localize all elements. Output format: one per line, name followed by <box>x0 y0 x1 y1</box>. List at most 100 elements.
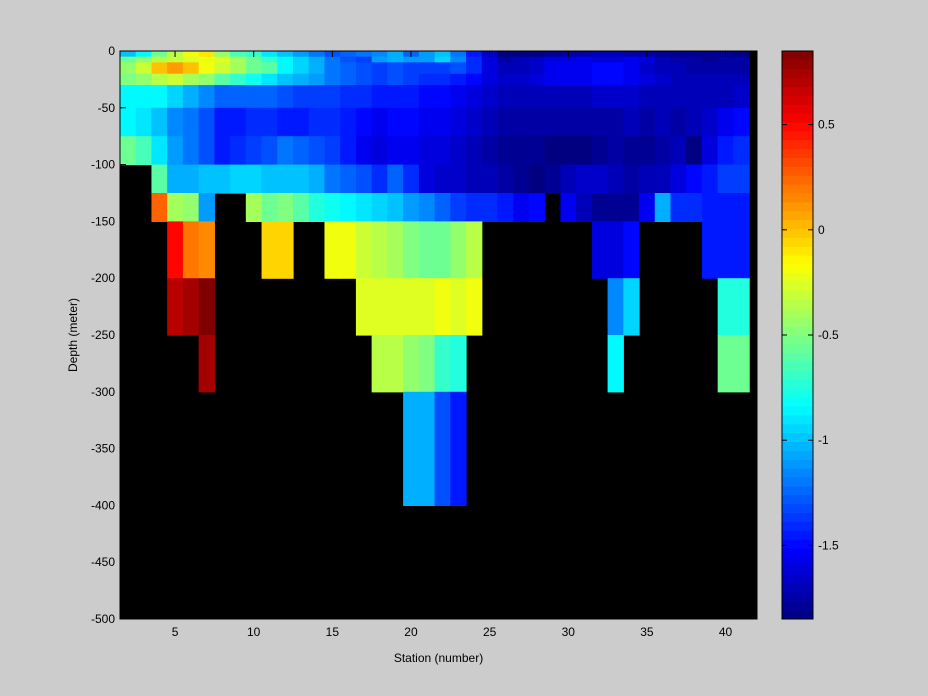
heatmap-cell <box>481 62 499 75</box>
heatmap-cell <box>654 193 672 222</box>
heatmap-cell <box>135 85 153 109</box>
y-tick-label: -350 <box>91 442 115 456</box>
colorbar-swatch <box>782 565 813 576</box>
heatmap-cell <box>151 85 168 109</box>
heatmap-cell <box>466 56 483 63</box>
heatmap-cell <box>560 136 577 166</box>
heatmap-cell <box>261 193 278 222</box>
x-tick-label: 20 <box>404 625 418 639</box>
heatmap-cell <box>324 85 341 109</box>
heatmap-cell <box>135 107 153 137</box>
colorbar-swatch <box>782 326 813 336</box>
heatmap-cell <box>686 62 703 75</box>
heatmap-cell <box>544 51 561 58</box>
x-tick-label: 5 <box>172 625 179 639</box>
heatmap-cell <box>418 62 436 75</box>
colorbar-swatch <box>782 379 813 389</box>
colorbar-swatch <box>782 237 813 247</box>
colorbar-swatch <box>782 530 813 540</box>
heatmap-cell <box>733 51 750 58</box>
heatmap-cell <box>560 73 577 86</box>
heatmap-cell <box>182 193 200 222</box>
colorbar-swatch <box>782 201 813 212</box>
colorbar-swatch <box>782 228 813 238</box>
heatmap-cell <box>591 51 609 58</box>
y-tick-label: -300 <box>91 385 115 399</box>
heatmap-cell <box>497 85 514 109</box>
heatmap-cell <box>639 85 656 109</box>
heatmap-cell <box>701 136 719 166</box>
heatmap-cell <box>403 56 420 63</box>
colorbar-swatch <box>782 441 813 451</box>
y-tick-label: -400 <box>91 498 115 512</box>
heatmap-cell <box>324 107 341 137</box>
heatmap-cell <box>230 73 247 86</box>
heatmap-cell <box>591 136 609 166</box>
heatmap-cell <box>450 193 467 222</box>
heatmap-cell <box>434 136 451 166</box>
heatmap-cell <box>450 62 467 75</box>
heatmap-cell <box>340 73 357 86</box>
colorbar-swatch <box>782 184 813 194</box>
heatmap-cell <box>230 107 247 137</box>
colorbar-swatch <box>782 423 813 434</box>
colorbar-tick-label: -1.5 <box>818 538 839 552</box>
colorbar-swatch <box>782 370 813 380</box>
colorbar-swatch <box>782 51 813 61</box>
heatmap-cell <box>733 193 750 222</box>
heatmap-cell <box>497 51 514 58</box>
colorbar-swatch <box>782 459 813 469</box>
heatmap-cell <box>607 335 624 393</box>
heatmap-cell <box>135 56 153 63</box>
heatmap-cell <box>466 85 483 109</box>
heatmap-cell <box>654 51 672 58</box>
heatmap-cell <box>701 62 719 75</box>
heatmap-cell <box>607 73 624 86</box>
heatmap-cell <box>261 56 278 63</box>
heatmap-cell <box>450 164 467 194</box>
heatmap-cell <box>355 51 373 58</box>
heatmap-cell <box>355 56 373 63</box>
heatmap-cell <box>355 107 373 137</box>
y-tick-label: -500 <box>91 612 115 626</box>
x-axis-label: Station (number) <box>394 651 483 665</box>
heatmap-cell <box>261 62 278 75</box>
heatmap-cell <box>151 193 168 222</box>
heatmap-cell <box>245 164 263 194</box>
heatmap-cell <box>623 221 640 279</box>
heatmap-cell <box>182 164 200 194</box>
heatmap-cell <box>340 136 357 166</box>
heatmap-cell <box>544 136 561 166</box>
heatmap-cell <box>308 136 326 166</box>
heatmap-cell <box>466 164 483 194</box>
heatmap-cell <box>230 51 247 58</box>
heatmap-cell <box>607 193 624 222</box>
colorbar-swatch <box>782 548 813 558</box>
heatmap-cell <box>733 85 750 109</box>
heatmap-cell <box>198 136 215 166</box>
heatmap-cell <box>371 85 388 109</box>
heatmap-cell <box>733 62 750 75</box>
heatmap-cell <box>403 136 420 166</box>
heatmap-cell <box>434 107 451 137</box>
colorbar-swatch <box>782 592 813 602</box>
heatmap-cell <box>261 136 278 166</box>
heatmap-cell <box>387 56 404 63</box>
heatmap-cell <box>513 56 530 63</box>
heatmap-cell <box>403 391 420 506</box>
heatmap-cell <box>497 56 514 63</box>
heatmap-cell <box>497 107 514 137</box>
heatmap-cell <box>670 73 687 86</box>
heatmap-cell <box>528 85 546 109</box>
heatmap-cell <box>733 335 750 393</box>
y-axis-label: Depth (meter) <box>66 298 80 372</box>
heatmap-cell <box>418 164 436 194</box>
heatmap-cell <box>182 62 200 75</box>
heatmap-cell <box>371 164 388 194</box>
heatmap-cell <box>733 56 750 63</box>
heatmap-cell <box>324 62 341 75</box>
heatmap-cell <box>654 164 672 194</box>
heatmap-cell <box>403 221 420 279</box>
heatmap-cell <box>466 51 483 58</box>
heatmap-cell <box>245 73 263 86</box>
